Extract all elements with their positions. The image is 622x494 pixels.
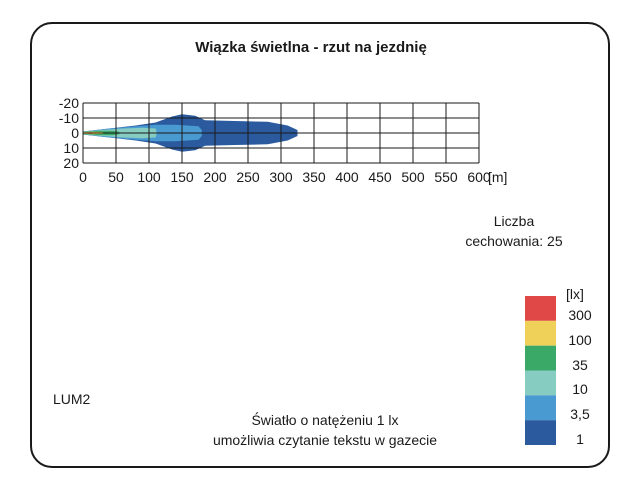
x-tick-label: 600 bbox=[467, 169, 491, 185]
x-tick-label: 300 bbox=[269, 169, 293, 185]
plot-grid bbox=[82, 102, 480, 164]
illuminance-note: Światło o natężeniu 1 lx umożliwia czyta… bbox=[160, 410, 490, 450]
legend-swatch bbox=[525, 395, 556, 421]
legend-swatch bbox=[525, 296, 556, 321]
x-tick-label: 150 bbox=[170, 169, 194, 185]
x-tick-label: 450 bbox=[368, 169, 392, 185]
legend-color-bar bbox=[525, 296, 556, 445]
x-tick-label: 250 bbox=[236, 169, 260, 185]
x-axis-ticks: 0 50 100 150 200 250 300 350 400 450 500 550 600 bbox=[79, 169, 491, 185]
x-tick-label: 550 bbox=[434, 169, 458, 185]
y-tick-label: 10 bbox=[63, 140, 79, 156]
calibration-count-line2: cechowania: 25 bbox=[465, 233, 563, 249]
legend-swatch bbox=[525, 345, 556, 371]
legend-label: 3,5 bbox=[570, 406, 590, 423]
y-tick-label: -20 bbox=[59, 95, 79, 111]
x-axis-unit: [m] bbox=[488, 169, 507, 185]
legend-swatch bbox=[525, 370, 556, 396]
legend-label: 100 bbox=[568, 331, 592, 348]
legend-unit: [lx] bbox=[566, 286, 584, 302]
legend-label: 1 bbox=[576, 431, 584, 447]
lamp-model-label: LUM2 bbox=[53, 391, 91, 407]
y-tick-label: 0 bbox=[71, 125, 79, 141]
x-tick-label: 500 bbox=[401, 169, 425, 185]
illuminance-note-line2: umożliwia czytanie tekstu w gazecie bbox=[212, 432, 438, 448]
chart-frame bbox=[30, 22, 610, 468]
legend-label: 10 bbox=[572, 381, 588, 398]
chart-title: Wiązka świetlna - rzut na jezdnię bbox=[195, 39, 427, 56]
illuminance-note-line1: Światło o natężeniu 1 lx bbox=[251, 412, 399, 428]
legend-label: 35 bbox=[572, 356, 588, 373]
x-tick-label: 100 bbox=[137, 169, 161, 185]
x-tick-label: 50 bbox=[108, 169, 124, 185]
x-tick-label: 200 bbox=[203, 169, 227, 185]
calibration-count-line1: Liczba bbox=[493, 213, 535, 229]
calibration-count: Liczba cechowania: 25 bbox=[440, 211, 588, 251]
legend-swatch bbox=[525, 420, 556, 445]
legend-swatch bbox=[525, 320, 556, 346]
x-tick-label: 0 bbox=[79, 169, 87, 185]
y-tick-label: 20 bbox=[63, 155, 79, 171]
x-tick-label: 400 bbox=[335, 169, 359, 185]
y-tick-label: -10 bbox=[59, 110, 79, 126]
x-tick-label: 350 bbox=[302, 169, 326, 185]
legend-label: 300 bbox=[568, 306, 592, 323]
